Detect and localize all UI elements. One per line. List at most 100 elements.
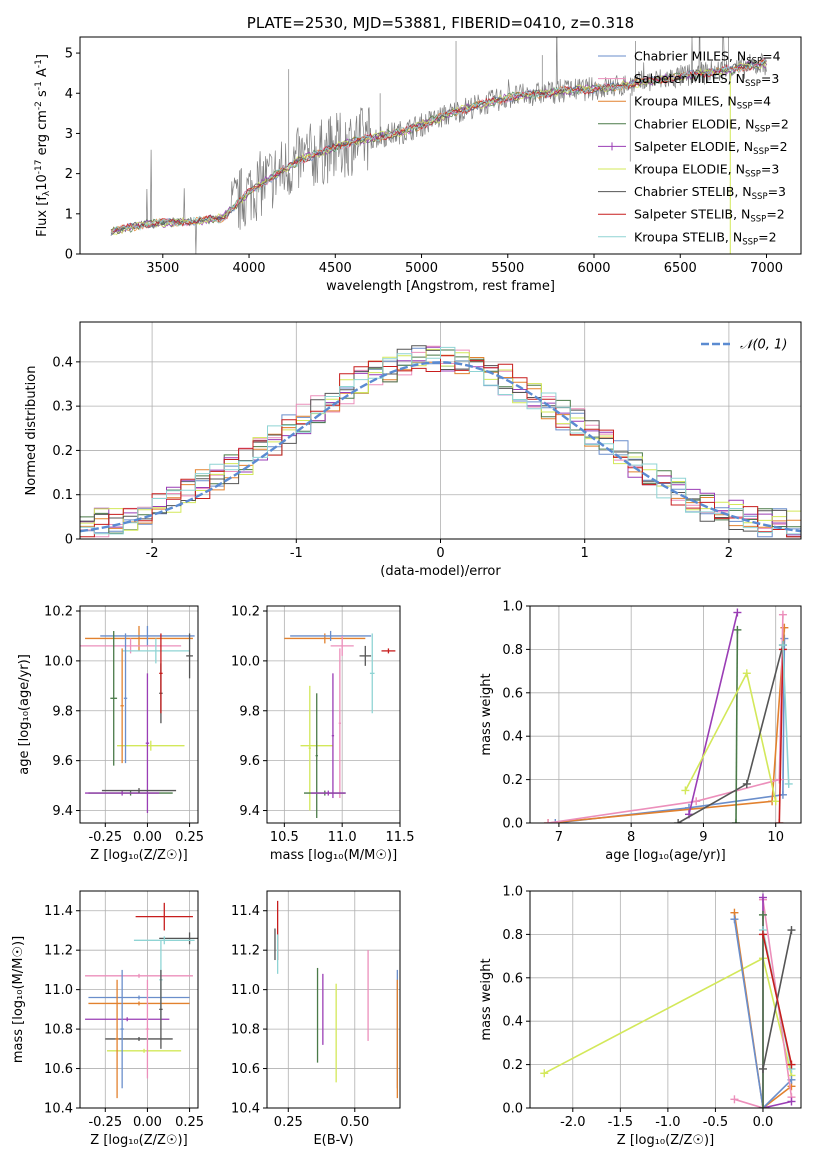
weight-line: [688, 612, 739, 815]
x-tick-label: 6000: [577, 261, 610, 276]
y-tick-label: 10.4: [44, 1102, 73, 1117]
x-tick-label: -0.25: [88, 1115, 122, 1130]
legend-nssp-value: =2: [766, 207, 784, 222]
errorbars: [85, 902, 198, 1099]
legend-subscript: SSP: [753, 147, 769, 157]
normal-curve: [80, 361, 801, 533]
x-tick-label: -2: [146, 546, 159, 561]
legend-nssp-value: =3: [768, 184, 786, 199]
model-spectrum-line: [110, 58, 767, 234]
y-axis-label-part: Flux [f: [35, 196, 50, 237]
ebv-mass-panel: 0.25 0.50 10.4 10.6 10.8 11.0 11.2 11.4 E(B-V): [231, 890, 401, 1148]
legend-nssp-value: =3: [761, 162, 779, 177]
legend-series-name: Chabrier STELIB, N: [634, 184, 752, 199]
y-tick-label: 10.8: [231, 1023, 260, 1038]
axes-frame: [79, 36, 802, 255]
axes-frame: [529, 890, 802, 1109]
z-age-panel: -0.25 0.00 0.25 9.4 9.6 9.8 10.0 10.2 Z [log₁₀(Z…: [17, 604, 204, 863]
y-tick-label: 10.6: [231, 1062, 260, 1077]
legend-nssp-value: =4: [762, 49, 780, 64]
y-axis-label: mass weight: [479, 958, 494, 1040]
axes-frame: [266, 605, 401, 824]
x-tick-label: 3500: [146, 261, 179, 276]
y-tick-label: 3: [65, 127, 73, 142]
y-tick-label: 0.4: [502, 730, 523, 745]
weight-line: [735, 629, 739, 823]
x-axis-label: Z [log₁₀(Z/Z☉)]: [90, 1133, 187, 1148]
legend-label: Kroupa STELIB, NSSP=2: [634, 229, 777, 247]
chart-title: PLATE=2530, MJD=53881, FIBERID=0410, z=0…: [247, 14, 634, 32]
y-tick-label: 9.6: [52, 754, 73, 769]
x-axis-label: Z [log₁₀(Z/Z☉)]: [90, 848, 187, 863]
model-spectrum-line: [110, 59, 767, 235]
legend-label: Salpeter STELIB, NSSP=2: [634, 207, 785, 225]
y-tick-label: 4: [65, 87, 73, 102]
legend-nssp-value: =4: [753, 94, 771, 109]
y-tick-label: 10.6: [44, 1062, 73, 1077]
x-axis-label: age [log₁₀(age/yr)]: [605, 848, 726, 863]
x-tick-label: 10: [767, 830, 784, 845]
y-tick-label: 0.6: [502, 971, 523, 986]
y-tick-label: 10.2: [44, 604, 73, 619]
legend-subscript: SSP: [745, 170, 761, 180]
z-mass-panel: -0.25 0.00 0.25 10.4 10.6 10.8 11.0 11.2 11.4 Z […: [11, 890, 204, 1148]
axes-frame: [529, 605, 802, 824]
legend-nssp-value: =2: [769, 139, 787, 154]
legend-subscript: SSP: [742, 237, 758, 247]
legend-label: Chabrier ELODIE, NSSP=2: [634, 116, 789, 134]
x-axis-label: Z [log₁₀(Z/Z☉)]: [617, 1133, 714, 1148]
y-tick-label: 9.6: [239, 754, 260, 769]
legend-label: Salpeter ELODIE, NSSP=2: [634, 139, 788, 157]
x-tick-label: 0.25: [274, 1115, 303, 1130]
x-axis-label: wavelength [Angstrom, rest frame]: [326, 279, 555, 294]
x-tick-label: 9: [699, 830, 707, 845]
x-axis-label: E(B-V): [313, 1133, 353, 1148]
y-tick-label: 11.2: [231, 944, 260, 959]
weight-lines: [544, 608, 793, 823]
y-axis-label-part: 10: [35, 174, 50, 191]
z-weight-panel: -2.0 -1.5 -1.0 -0.5 0.0 0.0 0.2 0.4 0.6 0.8 1.0 Z […: [479, 885, 802, 1148]
x-tick-label: 7: [555, 830, 563, 845]
age-weight-panel: 7 8 9 10 0.0 0.2 0.4 0.6 0.8 1.0 age [log₁₀(age/yr…: [479, 600, 802, 863]
y-tick-label: 0.8: [502, 928, 523, 943]
y-axis-label: mass [log₁₀(M/M☉)]: [11, 936, 26, 1063]
axes-frame: [266, 890, 401, 1109]
legend-series-name: Chabrier MILES, N: [634, 49, 746, 64]
histograms: [80, 345, 801, 538]
x-tick-label: 4000: [232, 261, 265, 276]
y-tick-label: 2: [65, 167, 73, 182]
y-tick-label: 10.0: [44, 654, 73, 669]
y-tick-label: 0.1: [52, 488, 73, 503]
legend-subscript: SSP: [737, 102, 753, 112]
y-tick-label: 0.0: [502, 817, 523, 832]
legend-series-name: Chabrier ELODIE, N: [634, 116, 754, 131]
legend-nssp-value: =2: [770, 116, 788, 131]
y-axis-label-part: -17: [34, 160, 44, 175]
y-axis-label-part: λ: [42, 190, 52, 196]
y-axis-label-part: ]: [35, 54, 50, 59]
y-tick-label: 5: [65, 47, 73, 62]
x-tick-label: 0.00: [133, 830, 162, 845]
x-tick-label: -1: [290, 546, 303, 561]
x-tick-label: 0: [436, 546, 444, 561]
histogram-step: [80, 346, 801, 535]
x-tick-label: -1.0: [655, 1115, 680, 1130]
y-tick-label: 0: [65, 533, 73, 548]
residual-panel: -2 -1 0 1 2 0 0.1 0.2 0.3 0.4 (data-model)/error No…: [24, 321, 802, 579]
legend-subscript: SSP: [750, 215, 766, 225]
y-tick-label: 11.2: [44, 944, 73, 959]
y-tick-label: 11.4: [44, 904, 73, 919]
x-tick-label: 8: [627, 830, 635, 845]
y-tick-label: 1.0: [502, 885, 523, 900]
x-axis-label: (data-model)/error: [380, 564, 501, 579]
legend-series-name: Salpeter ELODIE, N: [634, 139, 753, 154]
x-tick-label: 0.50: [340, 1115, 369, 1130]
y-tick-label: 10.2: [231, 604, 260, 619]
x-tick-label: 6500: [664, 261, 697, 276]
spectrum-panel: 3500 4000 4500 5000 5500 6000 6500 7000 0 1 2 3 4 5 wa…: [34, 14, 802, 294]
x-tick-label: 7000: [750, 261, 783, 276]
weight-lines: [540, 893, 796, 1108]
y-axis-label-part: A: [35, 68, 50, 81]
weight-line: [733, 919, 793, 1108]
